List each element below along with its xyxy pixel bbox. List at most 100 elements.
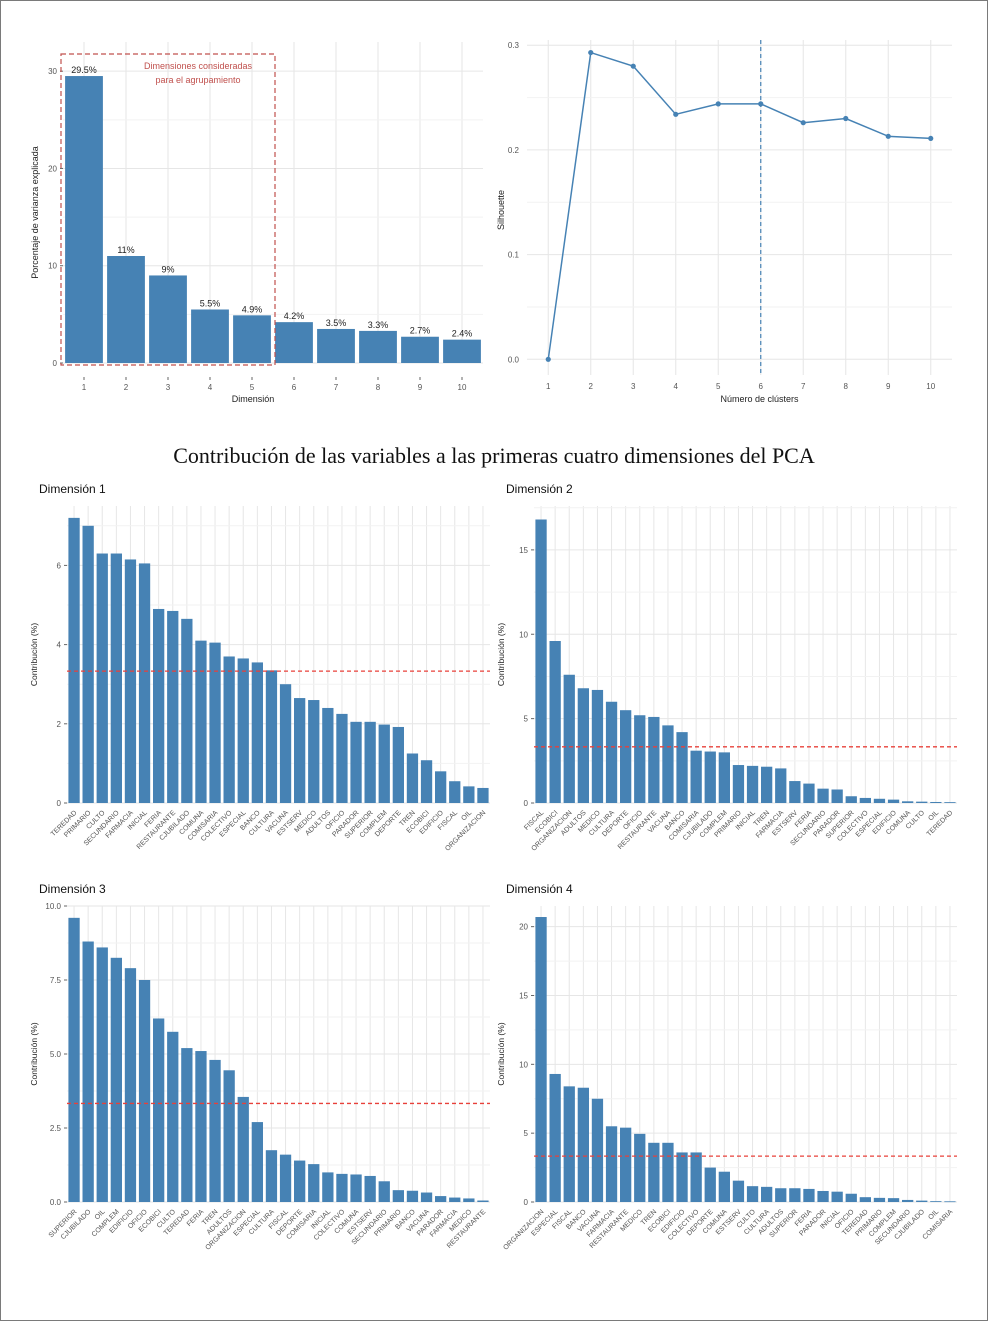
bar-superior [789,1188,801,1202]
bar-cjubilado [916,1200,928,1202]
bar-cjubilado [181,618,193,803]
bar-deporte [620,710,632,803]
silhouette-point-k7 [800,120,806,126]
bar-superior [364,721,376,803]
annotation-line-1: Dimensiones consideradas [144,61,253,71]
bar-teredad [181,1048,193,1202]
y-axis-label: Porcentaje de varianza explicada [30,146,40,279]
x-tick-label: 1 [546,382,551,391]
bar-organizacion [563,674,575,803]
bar-teredad [859,1197,871,1202]
bar-restaurante [167,610,179,803]
panel-title: Dimensión 3 [39,882,106,896]
x-tick-label: 7 [334,383,339,392]
bar-culto [916,801,928,803]
bar-dimension-2 [107,256,145,363]
y-tick-label: 15 [519,991,528,1000]
bar-oil [930,801,942,803]
bar-superior [68,917,80,1202]
y-tick-label: 30 [48,67,57,76]
silhouette-point-k2 [588,49,594,56]
bar-colectivo [223,656,235,803]
silhouette-point-k8 [843,115,849,122]
bar-restaurante [477,1200,489,1202]
bar-teredad [68,517,80,803]
bar-primario [873,1197,886,1202]
bar-parador [831,789,843,803]
x-tick-label: 5 [716,382,721,391]
bar-edificio [435,771,447,803]
dimension-4-contribution-chart: Dimensión 405101520ORGANIZACIONESPECIALF… [496,882,957,1252]
bar-inicial [746,765,759,803]
bar-fiscal [535,519,547,803]
x-axis-label: Dimensión [232,394,275,404]
dimension-3-contribution-chart: Dimensión 30.02.55.07.510.0SUPERIORCJUBI… [29,882,490,1252]
bar-comuna [718,1171,730,1202]
bar-feria [803,783,815,803]
bar-culto [96,553,108,803]
y-tick-label: 20 [519,923,528,932]
y-tick-label: 0.0 [50,1198,62,1207]
bar-complem [718,752,730,803]
y-tick-label: 10 [519,1060,528,1069]
y-axis-label: Silhouette [496,190,506,230]
bar-farmacia [775,768,787,803]
dimension-2-contribution-chart: Dimensión 2051015FISCALECOBICIORGANIZACI… [496,482,957,853]
x-tick-label: 5 [250,383,255,392]
selected-dimensions-box [60,53,276,366]
bar-dimension-9 [401,336,439,363]
bar-colectivo [690,1152,702,1202]
bar-farmacia [449,1197,461,1202]
bar-oil [96,947,108,1202]
silhouette-point-k4 [673,111,679,117]
bar-parador [817,1190,829,1202]
bar-secundario [378,1181,390,1202]
bar-especial [251,1122,263,1202]
bar-medico [308,700,320,803]
y-tick-label: 0.1 [508,251,520,260]
bar-secundario [817,788,829,803]
y-tick-label: 0 [524,1198,529,1207]
y-tick-label: 0 [53,359,58,368]
x-tick-label: 8 [844,382,849,391]
y-tick-label: 4 [57,641,62,650]
data-label: 9% [161,264,174,274]
x-tick-label: 4 [674,382,679,391]
data-label: 29.5% [71,65,97,75]
bar-adultos [577,688,589,803]
y-tick-label: 7.5 [50,976,62,985]
y-tick-label: 10.0 [45,902,61,911]
bar-inicial [138,563,151,803]
bar-fiscal [279,1154,292,1202]
panel-title: Dimensión 4 [506,882,573,896]
bar-dimension-8 [359,330,397,363]
data-label: 11% [117,245,134,255]
bar-comuna [195,640,207,803]
bar-teredad [944,802,956,803]
bar-ecobici [549,641,561,803]
y-tick-label: 20 [48,164,57,173]
silhouette-point-k3 [630,63,636,69]
y-axis-label: Contribución (%) [29,623,39,686]
variance-explained-chart: 0 10 20 30 29.5% 1 11% 2 9% 3 5.5% 4 4.9% 5 4.2% 6 3.5% 7… [30,42,483,404]
bar-fiscal [563,1086,575,1202]
bar-estserv [294,698,306,803]
bar-feria [153,608,165,803]
bar-organizacion [535,917,547,1202]
y-tick-label: 0.3 [508,41,520,50]
x-tick-label: 7 [801,382,806,391]
bar-feria [195,1051,207,1202]
y-tick-label: 10 [519,630,528,639]
bar-comisaria [209,642,221,803]
bar-especial [237,658,249,803]
bar-adultos [775,1188,787,1202]
bar-farmacia [605,1126,618,1202]
bar-farmacia [124,559,137,803]
y-axis-label: Contribución (%) [496,623,506,686]
y-tick-label: 5.0 [50,1050,62,1059]
x-tick-label: 10 [926,382,935,391]
y-tick-label: 10 [48,262,57,271]
bar-comisaria [308,1164,320,1202]
y-tick-label: 2.5 [50,1124,62,1133]
bar-cultura [265,1150,278,1202]
